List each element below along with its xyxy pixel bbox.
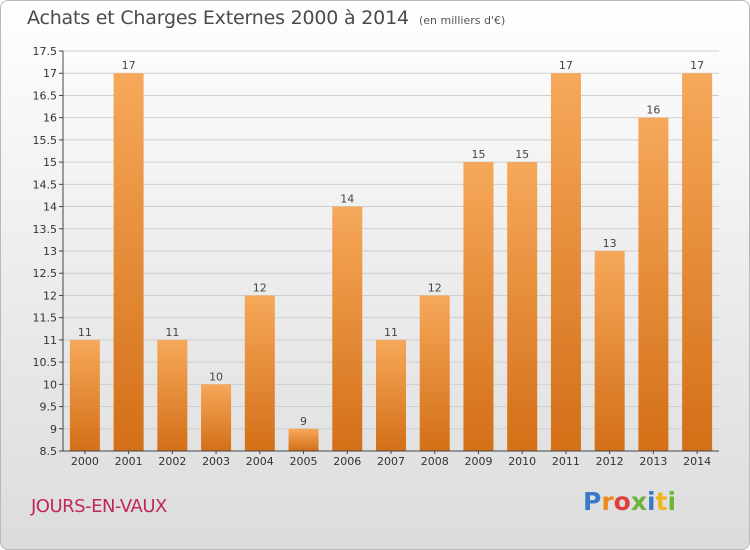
x-tick-label: 2014: [683, 455, 711, 468]
bar-2002: [157, 339, 188, 451]
data-label-2014: 17: [690, 59, 704, 72]
bar-2003: [201, 384, 232, 451]
axes: [59, 50, 719, 454]
chart-unit: (en milliers d'€): [419, 14, 506, 27]
data-label-2002: 11: [165, 326, 179, 339]
data-label-2001: 17: [122, 59, 136, 72]
bar-2007: [376, 339, 406, 451]
bar-2010: [507, 162, 538, 451]
data-label-2004: 12: [253, 281, 267, 294]
y-tick-label: 16.5: [33, 89, 58, 102]
x-tick-label: 2010: [508, 455, 536, 468]
data-label-2009: 15: [471, 148, 485, 161]
bar-2001: [113, 73, 144, 451]
data-labels: 11 17 11 10 12 9 14 11 12 15 15 17 13 16 17: [78, 59, 704, 428]
y-tick-label: 16: [43, 112, 57, 125]
y-tick-label: 12.5: [33, 267, 58, 280]
proxiti-logo: Proxiti: [583, 487, 676, 516]
data-label-2000: 11: [78, 326, 92, 339]
x-tick-label: 2006: [333, 455, 361, 468]
bar-2012: [594, 251, 625, 451]
x-tick-labels: 2000 2001 2002 2003 2004 2005 2006 2007 2008 2009…: [71, 455, 711, 468]
y-tick-label: 9: [50, 423, 57, 436]
data-label-2005: 9: [300, 415, 307, 428]
y-tick-label: 14.5: [33, 178, 58, 191]
bar-2014: [682, 73, 713, 451]
logo-letter: t: [655, 487, 668, 516]
data-label-2010: 15: [515, 148, 529, 161]
x-tick-label: 2005: [290, 455, 318, 468]
data-label-2007: 11: [384, 326, 398, 339]
y-tick-label: 10.5: [33, 356, 58, 369]
x-tick-label: 2000: [71, 455, 99, 468]
y-tick-label: 14: [43, 201, 57, 214]
y-tick-label: 13.5: [33, 223, 58, 236]
bar-2008: [419, 295, 450, 451]
y-tick-label: 12: [43, 289, 57, 302]
x-tick-label: 2009: [464, 455, 492, 468]
logo-letter: P: [583, 487, 602, 516]
y-tick-label: 11.5: [33, 312, 58, 325]
x-tick-label: 2013: [639, 455, 667, 468]
x-tick-label: 2011: [552, 455, 580, 468]
logo-letter: i: [667, 487, 677, 516]
bar-2000: [69, 339, 100, 451]
data-label-2003: 10: [209, 370, 223, 383]
y-tick-label: 11: [43, 334, 57, 347]
y-tick-label: 17: [43, 67, 57, 80]
bar-2013: [638, 117, 669, 452]
x-tick-label: 2012: [596, 455, 624, 468]
bar-2004: [244, 295, 275, 451]
x-tick-label: 2004: [246, 455, 274, 468]
x-tick-label: 2003: [202, 455, 230, 468]
chart-title: Achats et Charges Externes 2000 à 2014: [27, 7, 409, 29]
bar-2005: [288, 428, 319, 451]
y-tick-labels: 8.5 9 9.5 10 10.5 11 11.5 12 12.5 13 13.5 14 14.5 15 1…: [33, 45, 58, 458]
x-tick-label: 2001: [115, 455, 143, 468]
y-tick-label: 8.5: [40, 445, 58, 458]
logo-letter: i: [647, 487, 656, 516]
data-label-2008: 12: [428, 281, 442, 294]
data-label-2011: 17: [559, 59, 573, 72]
commune-name: JOURS-EN-VAUX: [31, 496, 167, 517]
x-tick-label: 2007: [377, 455, 405, 468]
y-tick-label: 9.5: [40, 401, 58, 414]
logo-letter: o: [613, 487, 631, 516]
bar-2009: [463, 162, 494, 451]
y-tick-label: 13: [43, 245, 57, 258]
bar-2011: [550, 73, 581, 451]
x-tick-label: 2008: [421, 455, 449, 468]
logo-letter: x: [630, 487, 647, 516]
bar-2006: [332, 206, 363, 451]
y-tick-label: 15: [43, 156, 57, 169]
y-tick-label: 10: [43, 378, 57, 391]
x-tick-label: 2002: [158, 455, 186, 468]
data-label-2012: 13: [603, 237, 617, 250]
logo-letter: r: [601, 487, 614, 516]
data-label-2006: 14: [340, 193, 354, 206]
y-tick-label: 17.5: [33, 45, 58, 58]
y-tick-label: 15.5: [33, 134, 58, 147]
bars: [69, 73, 713, 452]
data-label-2013: 16: [646, 104, 660, 117]
